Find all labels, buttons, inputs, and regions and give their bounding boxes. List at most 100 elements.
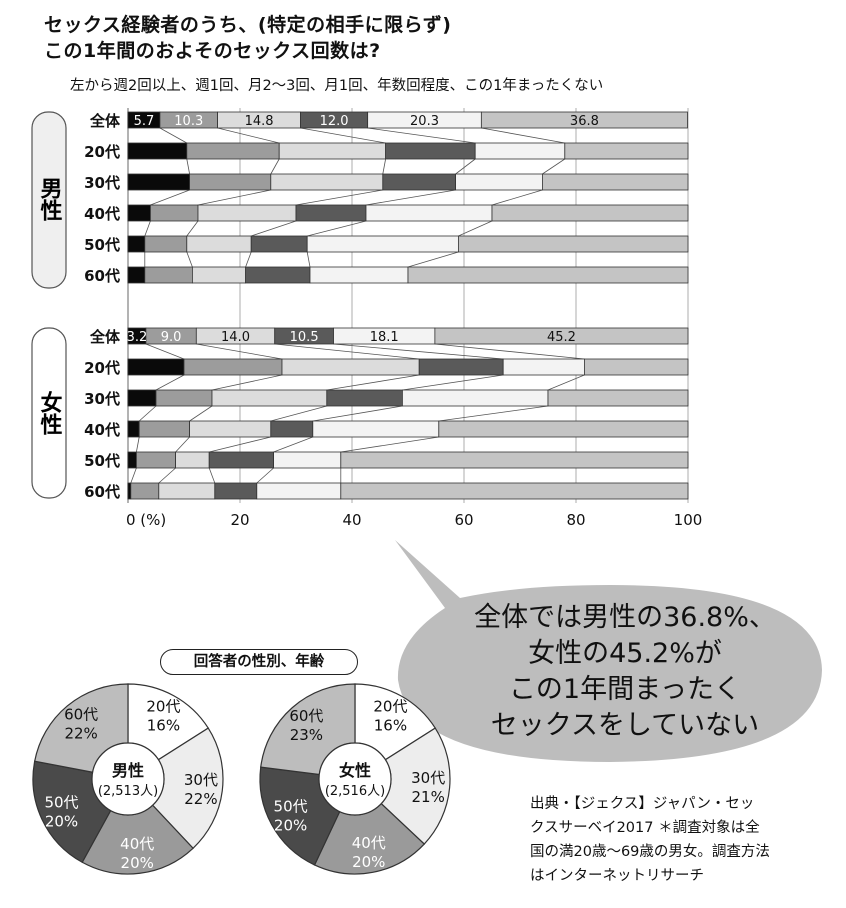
pie-slice-label: 60代 <box>64 705 98 723</box>
connector-line <box>367 127 476 144</box>
connector-line <box>333 343 504 360</box>
bar-female-30代-seg2 <box>211 389 328 407</box>
row-label: 50代 <box>84 236 120 254</box>
connector-line <box>307 220 367 237</box>
bar-female-30代-seg5 <box>547 389 689 407</box>
chart-title-line2: この1年間のおよそのセックス回数は? <box>44 40 381 62</box>
bar-female-60代-seg1 <box>130 482 160 500</box>
connector-line <box>256 467 274 484</box>
bar-female-40代-seg3 <box>270 420 314 438</box>
bar-female-50代-seg1 <box>135 451 176 469</box>
source-line-4: はインターネットリサーチ <box>530 868 704 884</box>
bar-male-20代-seg5 <box>564 142 689 160</box>
connector-line <box>312 405 403 422</box>
bar-male-30代-seg0 <box>127 173 190 191</box>
connector-line <box>438 405 549 422</box>
bar-male-20代-seg1 <box>186 142 280 160</box>
bar-female-20代-seg1 <box>183 358 283 376</box>
x-tick-label: 40 <box>342 511 361 529</box>
row-label: 全体 <box>89 112 121 130</box>
bar-male-30代-seg3 <box>382 173 456 191</box>
pie-slice-pct: 16% <box>147 717 180 735</box>
pie-slice-label: 20代 <box>373 698 407 716</box>
bar-female-20代-seg2 <box>281 358 420 376</box>
pie-slice-label: 30代 <box>184 771 218 789</box>
row-label: 30代 <box>84 174 120 192</box>
connector-line <box>155 374 185 391</box>
bar-female-30代-seg0 <box>127 389 157 407</box>
bar-female-30代-seg4 <box>401 389 549 407</box>
row-label: 全体 <box>89 328 121 346</box>
callout-text: 全体では男性の36.8%、 女性の45.2%が この1年間まったく セックスをし… <box>430 600 820 744</box>
connector-line <box>186 251 193 268</box>
connector-line <box>491 189 543 206</box>
pie-center-sub: (2,516人) <box>325 784 385 799</box>
pie-slice-pct: 20% <box>45 812 78 830</box>
data-label: 20.3 <box>410 114 439 129</box>
data-label: 14.8 <box>245 114 274 129</box>
bar-female-60代-seg5 <box>340 482 689 500</box>
connector-line <box>326 374 420 391</box>
connector-line <box>217 127 280 144</box>
data-label: 12.0 <box>320 114 349 129</box>
bar-male-50代-seg4 <box>306 235 459 253</box>
connector-line <box>211 374 283 391</box>
connector-line <box>547 374 585 391</box>
bar-male-50代-seg5 <box>457 235 689 253</box>
pie-slice-pct: 20% <box>121 854 154 872</box>
connector-line <box>150 189 190 206</box>
bar-male-20代-seg0 <box>127 142 188 160</box>
bar-male-40代-seg5 <box>491 204 689 222</box>
bar-male-40代-seg2 <box>197 204 297 222</box>
bar-female-30代-seg3 <box>326 389 403 407</box>
connector-line <box>159 127 187 144</box>
pie-slice-pct: 22% <box>64 724 97 742</box>
bar-female-40代-seg0 <box>127 420 140 438</box>
connector-line <box>273 436 313 453</box>
bar-female-20代-seg3 <box>418 358 504 376</box>
row-label: 30代 <box>84 390 120 408</box>
connector-line <box>197 189 271 206</box>
connector-line <box>186 158 190 175</box>
pie-slice-label: 30代 <box>411 769 445 787</box>
pie-slice-pct: 20% <box>274 816 307 834</box>
connector-line <box>481 127 565 144</box>
callout-line-3: この1年間まったく <box>508 674 742 705</box>
pie-center <box>318 742 392 816</box>
pie-slice-pct: 21% <box>412 788 445 806</box>
connector-line <box>542 158 566 175</box>
bar-male-40代-seg1 <box>149 204 199 222</box>
connector-line <box>209 436 271 453</box>
row-label: 50代 <box>84 452 120 470</box>
source-line-3: 国の満20歳〜69歳の男女。調査方法 <box>530 844 770 860</box>
pie-center-label: 男性 <box>112 761 144 780</box>
connector-line <box>270 158 280 175</box>
connector-line <box>208 467 216 484</box>
source-note: 出典・【ジェクス】ジャパン・セッ クスサーベイ2017 ＊調査対象は全 国の満2… <box>530 792 830 888</box>
bar-female-50代-seg3 <box>208 451 274 469</box>
connector-line <box>145 343 185 360</box>
data-label: 18.1 <box>370 330 399 345</box>
connector-line <box>251 220 297 237</box>
connector-line <box>130 467 137 484</box>
callout-line-1: 全体では男性の36.8%、 <box>474 602 776 633</box>
pie-slice-label: 50代 <box>274 797 308 815</box>
bar-male-60代-seg5 <box>407 266 689 284</box>
bar-male-50代-seg3 <box>250 235 308 253</box>
data-label: 14.0 <box>221 330 250 345</box>
group-box-female <box>31 327 67 499</box>
bar-male-30代-seg5 <box>542 173 689 191</box>
bar-female-50代-seg0 <box>127 451 137 469</box>
data-label: 10.5 <box>290 330 319 345</box>
group-box-male <box>31 111 67 289</box>
pie-slice-label: 40代 <box>352 834 386 852</box>
bar-male-全体-seg5 <box>480 111 688 129</box>
connector-line <box>189 405 213 422</box>
data-label: 36.8 <box>570 114 599 129</box>
bar-female-50代-seg5 <box>340 451 689 469</box>
bar-female-60代-seg2 <box>158 482 216 500</box>
group-label-female: 女性 <box>37 390 63 435</box>
data-label: 9.0 <box>161 330 182 345</box>
row-label: 40代 <box>84 205 120 223</box>
